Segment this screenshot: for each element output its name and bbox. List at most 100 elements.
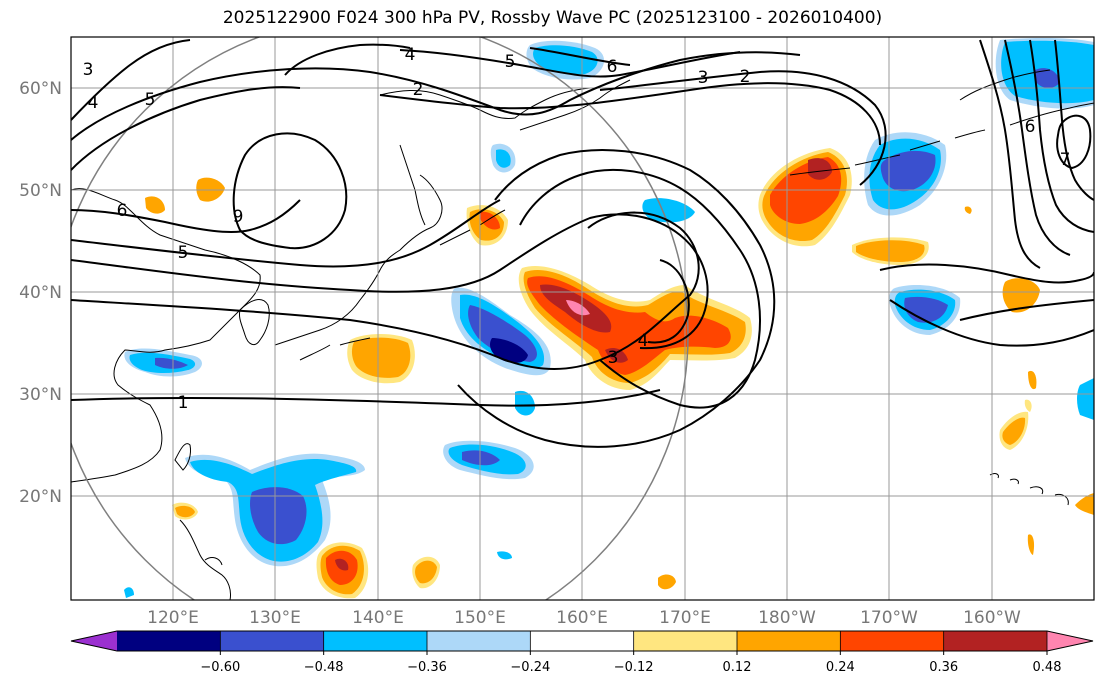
colorbar-extend-high bbox=[1047, 631, 1093, 651]
coastline-taiwan bbox=[174, 443, 191, 471]
colorbar-tick-label: 0.36 bbox=[929, 660, 958, 675]
contour-label: 3 bbox=[608, 348, 619, 368]
colorbar-tick-label: 0.24 bbox=[826, 660, 855, 675]
anomaly-region bbox=[351, 337, 411, 378]
pv-contour-3-south bbox=[71, 211, 700, 370]
contour-label: 2 bbox=[740, 67, 751, 87]
anomaly-region bbox=[250, 487, 307, 545]
contour-label: 4 bbox=[88, 93, 99, 113]
pv-contour-6-west bbox=[71, 199, 301, 233]
pv-contour-aleutian-2 bbox=[1004, 39, 1071, 256]
lon-label-180w: 180°W bbox=[758, 608, 816, 628]
lat-label-60n: 60°N bbox=[19, 79, 62, 99]
anomaly-region bbox=[566, 300, 590, 316]
lon-label-170e: 170°E bbox=[659, 608, 711, 628]
coastline-korea bbox=[239, 299, 270, 346]
pv-contours bbox=[71, 39, 1094, 448]
anomaly-region bbox=[1027, 534, 1035, 555]
anomaly-region bbox=[1024, 399, 1032, 412]
contour-label: 1 bbox=[178, 393, 189, 413]
colorbar-tick-label: −0.12 bbox=[614, 660, 654, 675]
colorbar-tick-label: −0.60 bbox=[200, 660, 240, 675]
contour-label: 3 bbox=[83, 60, 94, 80]
pv-contour-9 bbox=[232, 132, 348, 250]
pv-contour-3-north bbox=[71, 39, 887, 186]
pv-contour-ridge-east bbox=[879, 263, 1094, 284]
colorbar-tick-label: 0.48 bbox=[1033, 660, 1062, 675]
anomaly-region bbox=[480, 211, 500, 230]
anomaly-region bbox=[462, 450, 500, 466]
colorbar-ticks: −0.60 −0.48 −0.36 −0.24 −0.12 0.12 0.24 0.36 0.4… bbox=[200, 631, 1062, 675]
colorbar-segment bbox=[633, 631, 738, 651]
lon-label-150e: 150°E bbox=[454, 608, 506, 628]
coastline-philippines bbox=[179, 519, 231, 600]
contour-label: 4 bbox=[405, 45, 416, 65]
negative-anomaly-east-china bbox=[124, 348, 202, 377]
lon-label-140e: 140°E bbox=[352, 608, 404, 628]
colorbar-tick-label: −0.24 bbox=[510, 660, 550, 675]
pv-contour-5-north bbox=[71, 49, 741, 171]
colorbar-tick-label: 0.12 bbox=[723, 660, 752, 675]
anomaly-region bbox=[1075, 493, 1094, 515]
pv-contour-5-south bbox=[71, 199, 690, 344]
anomaly-region bbox=[1035, 68, 1060, 88]
colorbar-segment bbox=[220, 631, 325, 651]
anomaly-region bbox=[124, 587, 134, 598]
pv-contour-trough-outer bbox=[457, 149, 776, 448]
anomaly-region bbox=[880, 150, 936, 192]
anomaly-region bbox=[605, 348, 628, 363]
coastline-japan bbox=[274, 174, 443, 361]
anomaly-region bbox=[1002, 417, 1026, 445]
colorbar-tick-label: −0.48 bbox=[304, 660, 344, 675]
colorbar-segment bbox=[840, 631, 945, 651]
anomaly-region bbox=[1028, 370, 1037, 390]
anomaly-region bbox=[497, 551, 512, 560]
lat-label-40n: 40°N bbox=[19, 283, 62, 303]
anomaly-region bbox=[155, 357, 188, 369]
longitude-labels: 120°E 130°E 140°E 150°E 160°E 170°E 180°… bbox=[147, 608, 1021, 628]
contour-label: 6 bbox=[117, 201, 128, 221]
contour-label: 6 bbox=[1025, 117, 1036, 137]
anomaly-region bbox=[145, 196, 165, 214]
colorbar-segment bbox=[427, 631, 531, 651]
coastline-kurils bbox=[439, 209, 506, 246]
lat-label-30n: 30°N bbox=[19, 385, 62, 405]
pv-contour-labels: 4 5 3 2 6 9 5 6 3 2 4 5 4 3 6 7 1 bbox=[83, 45, 1071, 413]
contour-label: 2 bbox=[413, 80, 424, 100]
pv-contour-2 bbox=[379, 82, 881, 146]
colorbar-segment bbox=[530, 631, 635, 651]
pv-contour-aleutian-3 bbox=[1029, 39, 1094, 233]
anomaly-region bbox=[1002, 278, 1040, 313]
colorbar-segment bbox=[737, 631, 841, 651]
lon-label-160e: 160°E bbox=[556, 608, 608, 628]
anomaly-region bbox=[515, 390, 535, 416]
pv-contour-north-center bbox=[284, 43, 631, 76]
coastline-asia-mainland bbox=[71, 188, 261, 483]
anomaly-region bbox=[415, 560, 437, 584]
anomaly-region bbox=[533, 45, 598, 75]
contour-label: 5 bbox=[178, 243, 189, 263]
pv-contour-4-north bbox=[71, 51, 801, 141]
lon-label-160w: 160°W bbox=[963, 608, 1021, 628]
contour-label: 5 bbox=[505, 52, 516, 72]
anomaly-region bbox=[964, 206, 972, 214]
pv-contour-ridge-east-3 bbox=[959, 299, 1094, 321]
anomaly-region bbox=[856, 240, 925, 262]
anomaly-region bbox=[496, 149, 511, 168]
map-area: 4 5 3 2 6 9 5 6 3 2 4 5 4 3 6 7 1 bbox=[71, 37, 1094, 600]
colorbar-segment bbox=[943, 631, 1048, 651]
coastline-hawaii bbox=[989, 473, 1069, 506]
colorbar: −0.60 −0.48 −0.36 −0.24 −0.12 0.12 0.24 0.36 0.4… bbox=[70, 630, 1094, 675]
lon-label-130e: 130°E bbox=[249, 608, 301, 628]
anomaly-region bbox=[1077, 378, 1094, 420]
lat-label-50n: 50°N bbox=[19, 181, 62, 201]
anomaly-region bbox=[175, 505, 195, 518]
lon-label-170w: 170°W bbox=[860, 608, 918, 628]
colorbar-outline bbox=[70, 630, 1094, 652]
colorbar-tick-label: −0.36 bbox=[407, 660, 447, 675]
positive-anomaly-central-pacific bbox=[518, 265, 752, 390]
contour-label: 3 bbox=[698, 68, 709, 88]
map-frame bbox=[70, 36, 1095, 601]
colorbar-extend-low bbox=[71, 631, 117, 651]
